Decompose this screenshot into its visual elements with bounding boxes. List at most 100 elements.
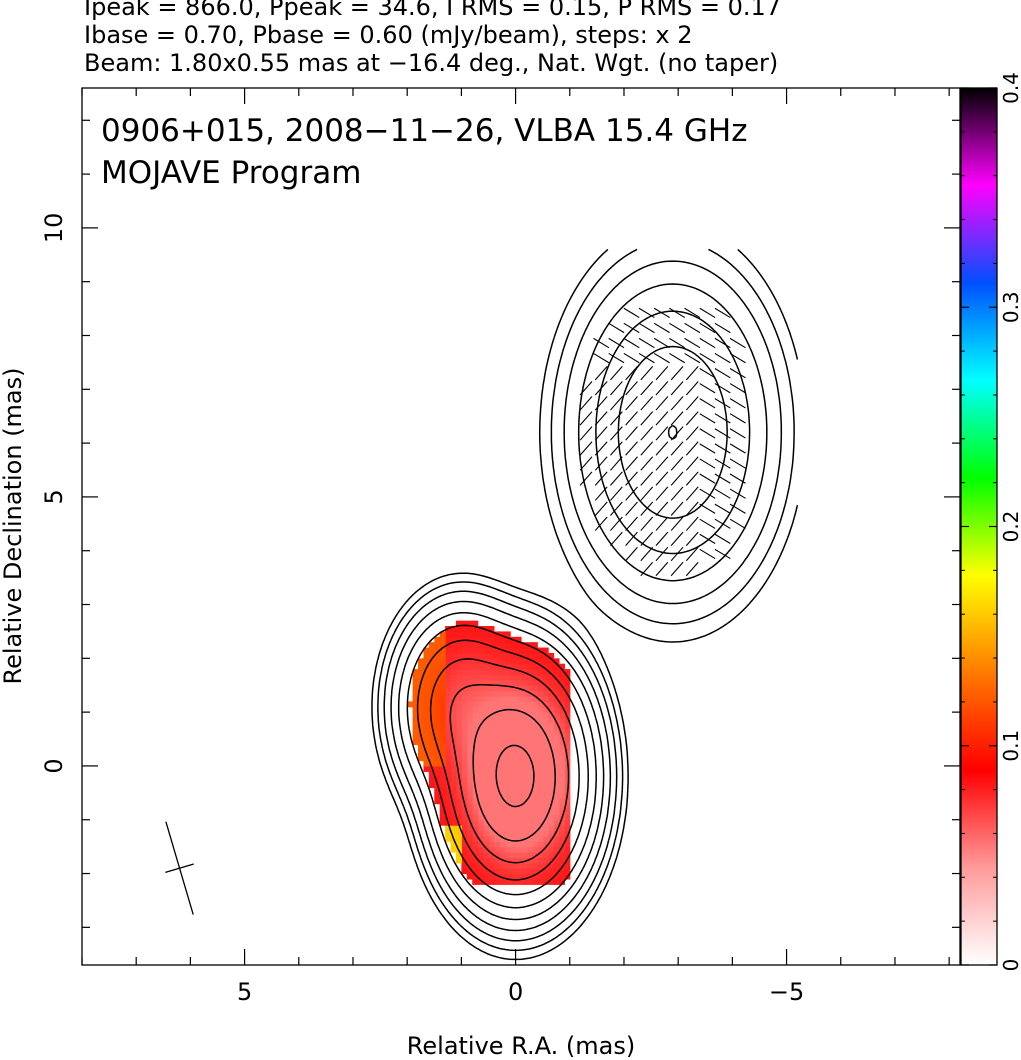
polarization-pixel [483, 690, 490, 697]
polarization-pixel [483, 852, 490, 858]
polarization-pixel [510, 728, 517, 735]
polarization-pixel [553, 749, 560, 756]
polarization-pixel [515, 755, 522, 762]
polarization-pixel [445, 739, 452, 746]
polarization-pixel [521, 674, 528, 681]
polarization-vector [669, 322, 686, 334]
polarization-vector [670, 366, 684, 381]
polarization-pixel [445, 717, 452, 724]
polarization-pixel [472, 776, 479, 783]
polarization-vector [655, 441, 669, 456]
polarization-pixel [477, 642, 484, 649]
polarization-pixel [434, 712, 441, 719]
polarization-pixel [455, 631, 462, 638]
polarization-vector [669, 352, 686, 364]
polarization-pixel [423, 690, 430, 697]
polarization-pixel [504, 825, 511, 832]
polarization-pixel [450, 787, 457, 794]
polarization-pixel [439, 744, 446, 751]
polarization-pixel [483, 808, 490, 815]
polarization-pixel [537, 814, 544, 821]
polarization-pixel [488, 814, 495, 821]
polarization-pixel [455, 755, 462, 762]
polarization-pixel [455, 841, 462, 848]
polarization-pixel [521, 808, 528, 815]
polarization-pixel [542, 663, 549, 670]
polarization-pixel [499, 652, 506, 659]
polarization-vector [640, 546, 654, 562]
polarization-pixel [466, 776, 473, 783]
polarization-pixel [542, 679, 549, 686]
polarization-pixel [488, 868, 495, 875]
polarization-pixel [515, 798, 522, 805]
polarization-pixel [548, 728, 555, 735]
polarization-vector [625, 546, 638, 562]
polarization-pixel [548, 835, 555, 842]
polarization-pixel [548, 674, 555, 681]
polarization-pixel [510, 798, 517, 805]
polarization-pixel [477, 765, 484, 772]
polarization-pixel [439, 674, 446, 681]
polarization-pixel [461, 771, 468, 778]
polarization-pixel [488, 846, 495, 853]
polarization-pixel [542, 733, 549, 740]
polarization-pixel [461, 717, 468, 724]
polarization-pixel [537, 776, 544, 783]
polarization-pixel [493, 701, 500, 708]
polarization-pixel [542, 852, 549, 858]
polarization-pixel [472, 701, 479, 708]
polarization-pixel [510, 771, 517, 778]
polarization-pixel [466, 722, 473, 729]
polarization-vector [610, 471, 623, 486]
polarization-pixel [466, 857, 473, 864]
y-tick-label: 0 [40, 758, 68, 773]
polarization-pixel [439, 776, 446, 783]
polarization-pixel [564, 814, 571, 821]
polarization-pixel [477, 626, 484, 633]
polarization-pixel [510, 819, 517, 826]
polarization-pixel [499, 835, 506, 842]
polarization-pixel [483, 857, 490, 864]
polarization-pixel [504, 712, 511, 719]
polarization-pixel [564, 669, 571, 676]
polarization-pixel [542, 712, 549, 719]
polarization-pixel [483, 862, 490, 869]
polarization-vector [640, 516, 654, 531]
polarization-pixel [531, 862, 538, 869]
polarization-pixel [515, 852, 522, 858]
polarization-pixel [407, 701, 414, 708]
polarization-pixel [445, 631, 452, 638]
polarization-pixel [521, 760, 528, 767]
polarization-pixel [461, 733, 468, 740]
polarization-vector [699, 488, 716, 499]
polarization-pixel [526, 782, 533, 789]
polarization-pixel [466, 825, 473, 832]
polarization-pixel [564, 739, 571, 746]
polarization-pixel [483, 739, 490, 746]
polarization-pixel [515, 722, 522, 729]
polarization-pixel [537, 712, 544, 719]
polarization-pixel [548, 663, 555, 670]
polarization-pixel [439, 728, 446, 735]
polarization-vector [610, 396, 623, 411]
polarization-pixel [542, 695, 549, 702]
x-axis-label: Relative R.A. (mas) [407, 1032, 635, 1060]
polarization-pixel [445, 728, 452, 735]
polarization-pixel [553, 755, 560, 762]
polarization-vector [670, 411, 684, 426]
polarization-pixel [553, 787, 560, 794]
polarization-pixel [558, 862, 565, 869]
polarization-pixel [412, 733, 419, 740]
polarization-pixel [455, 642, 462, 649]
polarization-vector [623, 337, 640, 349]
polarization-pixel [418, 717, 425, 724]
polarization-pixel [521, 857, 528, 864]
polarization-pixel [461, 712, 468, 719]
polarization-pixel [526, 722, 533, 729]
polarization-pixel [542, 803, 549, 810]
polarization-pixel [564, 841, 571, 848]
polarization-pixel [472, 749, 479, 756]
polarization-pixel [455, 733, 462, 740]
polarization-pixel [450, 706, 457, 713]
